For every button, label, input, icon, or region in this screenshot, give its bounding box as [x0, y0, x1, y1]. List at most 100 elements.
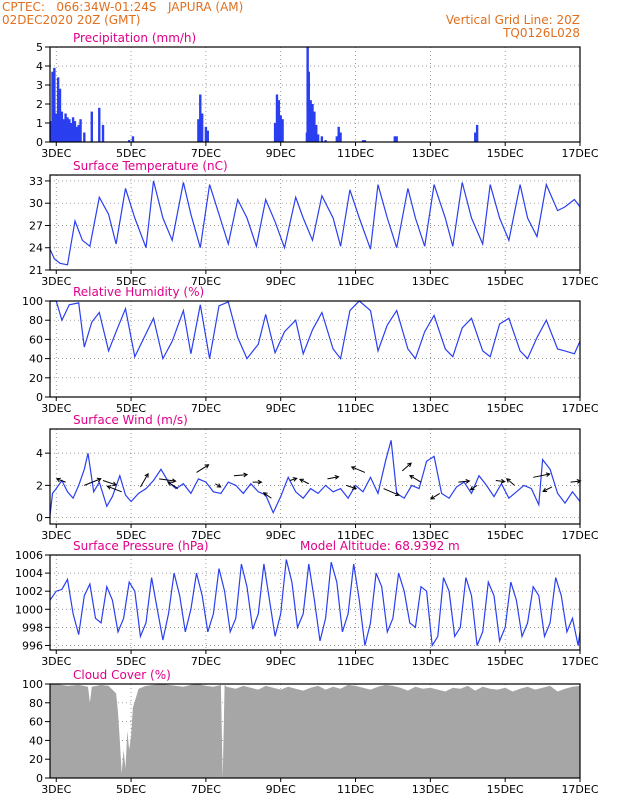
cloud-frame: [49, 683, 581, 779]
precip-bar: [200, 113, 204, 142]
precip-xtick-label: 11DEC: [337, 147, 374, 160]
wind-xtick-label: 11DEC: [337, 529, 374, 542]
temp-xtick-label: 17DEC: [561, 275, 598, 288]
precip-bar: [60, 111, 64, 142]
wind-vector: [495, 480, 505, 483]
wind-vector-head: [257, 479, 263, 485]
rh-xtick-label: 15DEC: [487, 402, 524, 415]
precip-bar: [279, 115, 282, 142]
temp-xtick-label: 7DEC: [191, 275, 221, 288]
grid-note: Vertical Grid Line: 20Z: [445, 13, 580, 27]
rh-xtick-label: 17DEC: [561, 402, 598, 415]
precip-ytick-label: 3: [36, 79, 43, 92]
rh-xtick-label: 7DEC: [191, 402, 221, 415]
precip-xtick-label: 7DEC: [191, 147, 221, 160]
wind-vector-head: [204, 464, 210, 469]
wind-vector: [289, 477, 297, 481]
precip-bar: [73, 121, 77, 142]
cloud-xtick-label: 15DEC: [487, 783, 524, 796]
pres-xtick-label: 13DEC: [412, 655, 449, 668]
precip-bar: [51, 71, 54, 142]
cloud-xtick-label: 17DEC: [561, 783, 598, 796]
precip-panel: Precipitation (mm/h) 0 1 2 3 4 5 3DEC 5DEC 7DEC 9D…: [36, 31, 599, 160]
precip-bar: [49, 121, 52, 142]
precip-bar: [335, 136, 339, 142]
rh-ytick-label: 100: [22, 295, 43, 308]
wind-vector: [570, 480, 581, 483]
wind-line: [49, 440, 581, 516]
precip-bar: [131, 136, 135, 142]
precip-bar: [77, 124, 80, 142]
temp-xtick-label: 11DEC: [337, 275, 374, 288]
precip-bar: [53, 67, 56, 142]
rh-ytick-label: 60: [29, 333, 43, 346]
temp-xtick-label: 9DEC: [266, 275, 296, 288]
cloud-ytick-label: 100: [22, 678, 43, 691]
wind-vector: [506, 478, 515, 486]
temp-ytick-label: 24: [29, 242, 43, 255]
pres-xtick-label: 7DEC: [191, 655, 221, 668]
wind-vector-head: [106, 485, 112, 490]
wind-frame: [49, 428, 581, 525]
wind-vector: [263, 492, 272, 499]
precip-bar: [55, 113, 58, 142]
precip-ytick-label: 1: [36, 117, 43, 130]
precip-xtick-label: 3DEC: [41, 147, 71, 160]
wind-vector-head: [542, 487, 548, 492]
precip-bar: [277, 100, 281, 142]
wind-vector: [470, 484, 478, 491]
rh-line: [50, 300, 581, 361]
rh-title: Relative Humidity (%): [73, 285, 204, 299]
pres-title: Surface Pressure (hPa): [73, 539, 209, 553]
wind-vector-head: [144, 472, 149, 478]
precip-bar: [281, 119, 284, 142]
wind-vector: [159, 478, 176, 482]
precip-bar: [393, 136, 397, 142]
rh-ytick-label: 80: [29, 314, 43, 327]
wind-vector: [542, 486, 553, 492]
pres-xtick-label: 17DEC: [561, 655, 598, 668]
precip-bar: [62, 119, 65, 142]
wind-vector: [56, 478, 66, 483]
wind-vector-head: [430, 495, 435, 500]
precip-bar: [475, 124, 479, 142]
datetime-header: 02DEC2020 20Z (GMT): [2, 13, 141, 27]
cloud-xtick-label: 7DEC: [191, 783, 221, 796]
wind-vector: [533, 473, 550, 478]
wind-ytick-label: 0: [36, 512, 43, 525]
rh-ytick-label: 20: [29, 372, 43, 385]
precip-bar: [273, 123, 277, 142]
temp-ytick-label: 30: [29, 197, 43, 210]
pres-xtick-label: 11DEC: [337, 655, 374, 668]
wind-vector-head: [171, 478, 177, 484]
precip-bar: [58, 88, 62, 142]
precip-bar: [363, 140, 367, 142]
wind-vector-head: [299, 478, 305, 483]
rh-frame: [49, 300, 581, 398]
precip-bar: [316, 134, 320, 142]
pres-xtick-label: 15DEC: [487, 655, 524, 668]
pres-frame: [49, 554, 581, 651]
pres-ytick-label: 1006: [15, 549, 43, 562]
precip-bar: [275, 94, 279, 142]
wind-xtick-label: 5DEC: [116, 529, 146, 542]
precip-bar: [75, 126, 79, 142]
wind-vector-head: [262, 492, 268, 497]
wind-vector: [107, 485, 122, 493]
precip-bar: [79, 119, 82, 142]
precip-bar: [70, 123, 73, 142]
temp-line: [49, 180, 581, 266]
precip-ytick-label: 2: [36, 98, 43, 111]
temp-xtick-label: 3DEC: [41, 275, 71, 288]
precip-bar: [56, 77, 60, 142]
precip-bar: [324, 140, 327, 142]
pres-ytick-label: 998: [22, 621, 43, 634]
precip-bar: [98, 107, 101, 142]
wind-vector-head: [394, 491, 400, 497]
temp-ytick-label: 21: [29, 264, 43, 277]
cloud-ytick-label: 20: [29, 753, 43, 766]
precip-bar: [64, 113, 67, 142]
wind-vector-head: [409, 474, 415, 480]
pres-xtick-label: 5DEC: [116, 655, 146, 668]
wind-ytick-label: 2: [36, 479, 43, 492]
